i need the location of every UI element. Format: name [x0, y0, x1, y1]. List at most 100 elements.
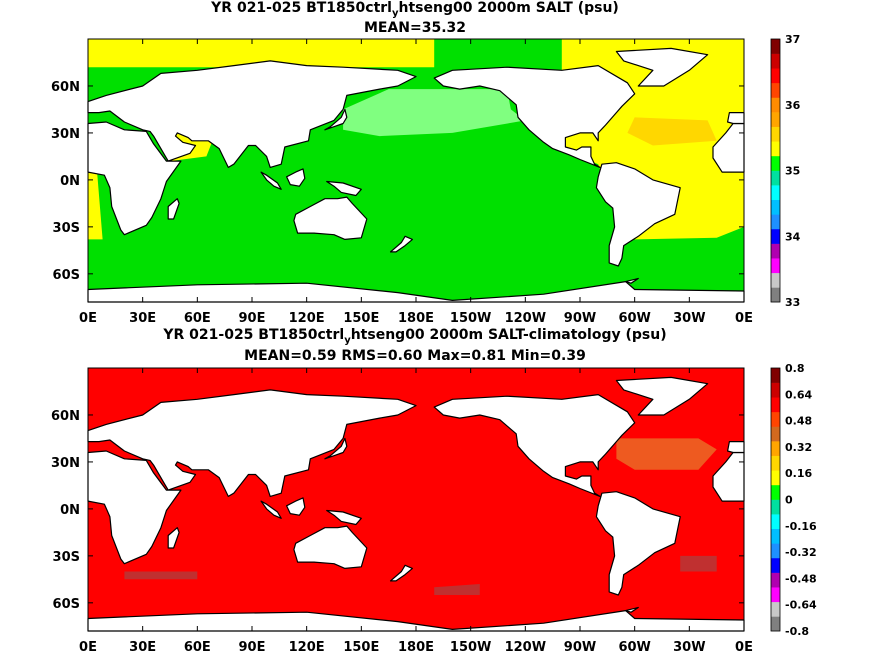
land-southAmerica [595, 491, 681, 596]
land-newGuinea [326, 509, 362, 526]
land-africa [87, 121, 182, 236]
colorbar-label: 0.32 [785, 441, 812, 454]
land-japan [324, 108, 348, 131]
x-tick-label: 180E [398, 640, 434, 655]
colorbar-swatch [771, 499, 780, 515]
colorbar-swatch [771, 97, 780, 113]
land-northAmerica [433, 394, 636, 497]
colorbar-swatch [771, 228, 780, 244]
colorbar-swatch [771, 455, 780, 471]
land-newGuinea [326, 180, 362, 197]
colorbar-swatch [771, 214, 780, 230]
region-north-atlantic [616, 438, 717, 470]
land-westAfricaBulge [712, 451, 745, 502]
colorbar-label: 33 [785, 296, 800, 309]
land-australia [293, 525, 368, 569]
y-tick-label: 30S [53, 550, 80, 565]
region-south-pacific-patch [434, 584, 480, 595]
map-panel-top: 0E 30E 60E 90E 120E 150E 180E 150W 120W 90W 60W 30W… [51, 33, 801, 326]
colorbar-swatch [771, 601, 780, 617]
colorbar-swatch [771, 141, 780, 157]
colorbar-swatch [771, 514, 780, 530]
colorbar-label: 0 [785, 494, 793, 507]
land-antarcticPeninsula [625, 277, 639, 284]
land-westAfricaBulge [712, 122, 745, 173]
y-tick-label: 30S [53, 221, 80, 236]
colorbar-label: 0.48 [785, 415, 812, 428]
colorbar-swatch [771, 557, 780, 573]
colorbar-frame [770, 38, 781, 303]
colorbar-label: 0.8 [785, 362, 805, 375]
land-antarcticPeninsula [625, 606, 639, 613]
y-tick-label: 60N [51, 409, 80, 424]
x-tick-label: 90W [564, 640, 596, 655]
land-borneo [286, 497, 306, 516]
colorbar-swatch [771, 272, 780, 288]
x-tick-label: 90E [239, 311, 266, 326]
x-tick-label: 60E [184, 311, 211, 326]
colorbar-swatch [771, 112, 780, 127]
x-tick-label: 30E [129, 311, 156, 326]
x-tick-label: 150E [343, 311, 379, 326]
colorbar-label: -0.16 [785, 520, 817, 533]
y-tick-label: 60S [53, 268, 80, 283]
colorbar-frame [770, 367, 781, 632]
y-tick-label: 60N [51, 80, 80, 95]
colorbar-label: 36 [785, 99, 801, 112]
land-newZealand [389, 564, 413, 582]
land-northAmerica [433, 65, 636, 168]
colorbar-swatch [771, 53, 780, 69]
region-south-atlantic-east [88, 172, 103, 240]
colorbar-swatch [771, 185, 780, 201]
x-tick-label: 60E [184, 640, 211, 655]
colorbar-label: -0.32 [785, 546, 817, 559]
x-tick-label: 30E [129, 640, 156, 655]
land-eurasia [87, 389, 417, 497]
x-tick-label: 120W [505, 640, 546, 655]
x-tick-label: 30W [673, 640, 705, 655]
colorbar-swatch [771, 587, 780, 603]
x-tick-label: 150E [343, 640, 379, 655]
colorbar-swatch [771, 170, 780, 186]
x-tick-label: 120W [505, 311, 546, 326]
land-sumatra [260, 171, 282, 190]
colorbar-swatch [771, 397, 780, 413]
colorbar-swatch [771, 243, 780, 259]
colorbar-label: 35 [785, 165, 800, 178]
region-south-atlantic-patch [680, 555, 717, 572]
x-tick-label: 0E [735, 311, 753, 326]
colorbar-swatch [771, 258, 780, 274]
land-madagascar [167, 527, 180, 549]
colorbar: 37 36 35 34 33 [770, 33, 801, 309]
x-tick-label: 120E [289, 311, 325, 326]
colorbar-swatch [771, 426, 780, 442]
x-tick-label: 60W [618, 640, 650, 655]
colorbar-swatch [771, 411, 780, 427]
colorbar-swatch [771, 616, 780, 632]
y-tick-label: 60S [53, 597, 80, 612]
colorbar-swatch [771, 572, 780, 588]
colorbar-swatch [771, 528, 780, 544]
land-greenland [615, 376, 709, 416]
land-japan [324, 437, 348, 460]
x-tick-label: 30W [673, 311, 705, 326]
y-tick-label: 30N [51, 127, 80, 142]
land-iberia [727, 112, 745, 125]
land-iberia [727, 441, 745, 454]
region-north-pacific [343, 89, 526, 137]
colorbar-swatch [771, 368, 780, 383]
x-tick-label: 0E [79, 640, 97, 655]
y-tick-label: 0N [60, 174, 80, 189]
colorbar-swatch [771, 287, 780, 303]
colorbar-label: 0.16 [785, 467, 812, 480]
land-madagascar [167, 198, 180, 220]
colorbar-label: -0.8 [785, 625, 809, 638]
colorbar-swatch [771, 68, 780, 84]
x-tick-label: 90E [239, 640, 266, 655]
x-tick-label: 150W [450, 311, 491, 326]
land-sumatra [260, 500, 282, 519]
colorbar-swatch [771, 441, 780, 456]
region-na-subtropical [627, 117, 717, 146]
map-panel-bottom: 0E 30E 60E 90E 120E 150E 180E 150W 120W 90W 60W 30W… [51, 362, 817, 655]
colorbar-label: 34 [785, 230, 801, 243]
